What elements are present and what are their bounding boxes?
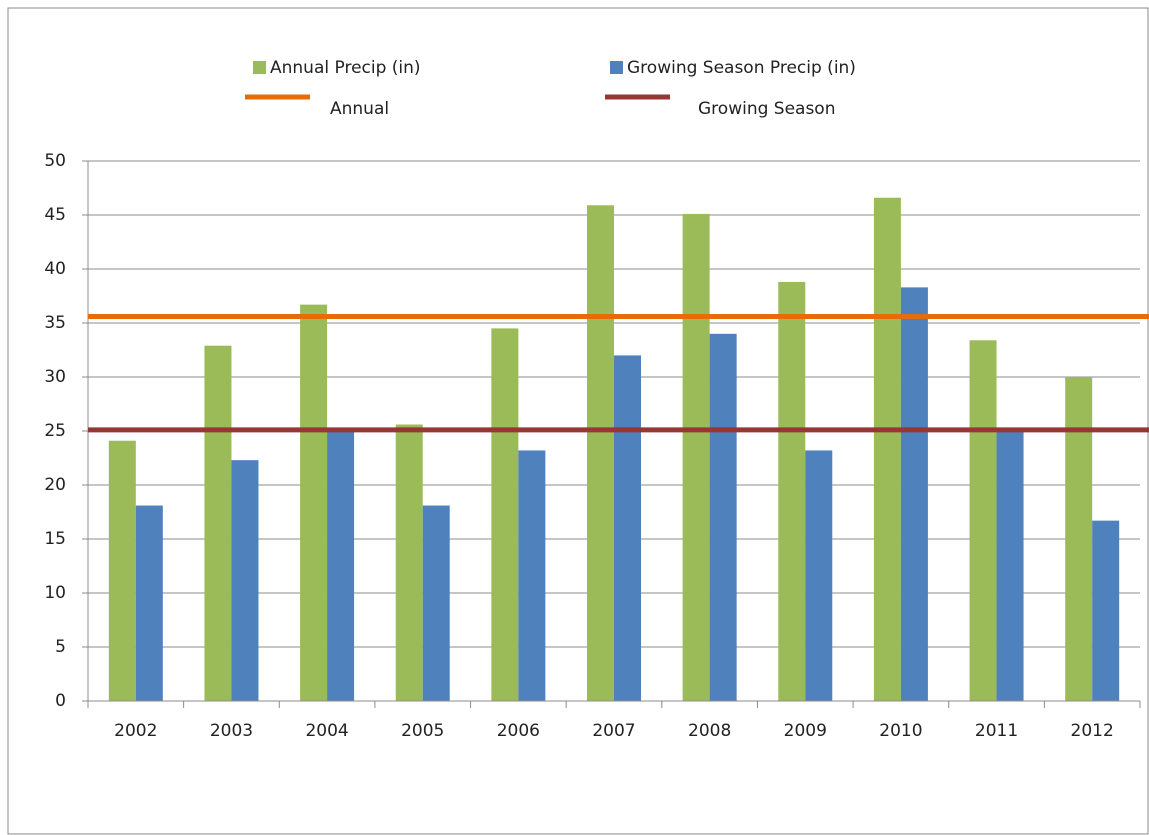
bar (231, 460, 259, 701)
legend-label: Annual (330, 99, 389, 119)
legend-label: Growing Season (698, 99, 836, 119)
y-tick-label: 25 (44, 421, 66, 441)
x-tick-label: 2002 (114, 721, 157, 741)
y-tick-label: 10 (44, 583, 66, 603)
bar (135, 505, 163, 701)
bar (709, 333, 737, 701)
x-tick-label: 2006 (497, 721, 540, 741)
bar (682, 213, 710, 702)
bar (108, 440, 136, 701)
bar (969, 340, 997, 701)
bar (395, 424, 423, 701)
bar (900, 287, 928, 701)
bar (1065, 377, 1093, 701)
legend-swatch (610, 61, 623, 74)
bar (873, 197, 901, 701)
legend-label: Annual Precip (in) (270, 58, 421, 78)
bar (204, 345, 232, 701)
x-tick-label: 2004 (305, 721, 348, 741)
y-tick-label: 15 (44, 529, 66, 549)
bar (518, 450, 546, 701)
bar (491, 328, 519, 701)
x-tick-label: 2003 (210, 721, 253, 741)
bar (422, 505, 450, 701)
x-tick-label: 2010 (879, 721, 922, 741)
y-tick-label: 45 (44, 205, 66, 225)
legend-label: Growing Season Precip (in) (627, 58, 856, 78)
y-tick-label: 5 (55, 637, 66, 657)
x-tick-label: 2012 (1071, 721, 1114, 741)
y-tick-label: 50 (44, 151, 66, 171)
bar (805, 450, 833, 701)
bar (996, 429, 1024, 701)
x-tick-label: 2005 (401, 721, 444, 741)
bar (327, 429, 355, 701)
chart-border (7, 7, 1149, 835)
bar (1092, 520, 1120, 701)
x-tick-label: 2008 (688, 721, 731, 741)
bar (778, 281, 806, 701)
bar (300, 304, 328, 701)
y-tick-label: 40 (44, 259, 66, 279)
legend-swatch (253, 61, 266, 74)
y-tick-label: 30 (44, 367, 66, 387)
x-tick-label: 2009 (784, 721, 827, 741)
y-tick-label: 35 (44, 313, 66, 333)
x-tick-label: 2007 (592, 721, 635, 741)
y-tick-label: 0 (55, 691, 66, 711)
bar (614, 355, 641, 701)
bar (587, 205, 614, 701)
x-tick-label: 2011 (975, 721, 1018, 741)
y-tick-label: 20 (44, 475, 66, 495)
